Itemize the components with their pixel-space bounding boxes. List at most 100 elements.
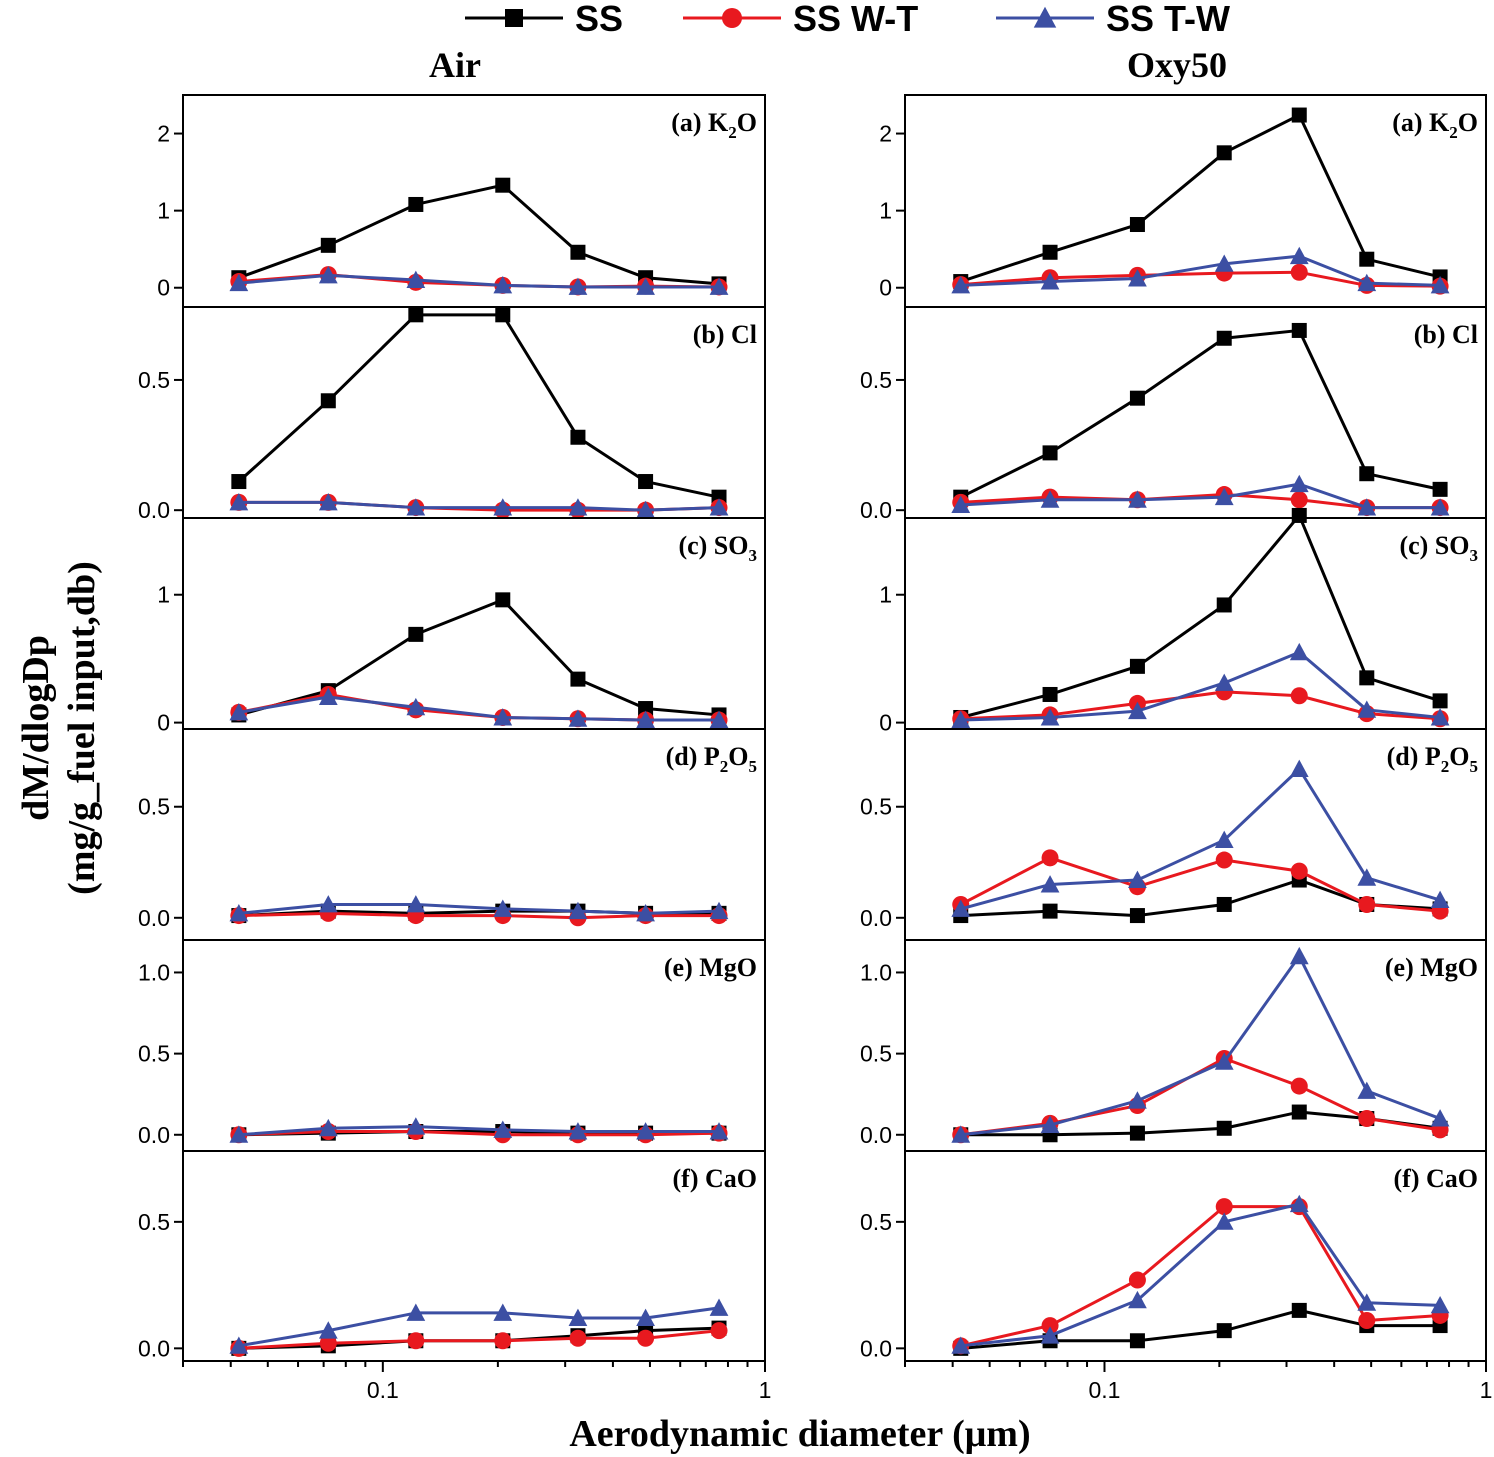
y-tick-label: 0.0 [138, 905, 170, 931]
data-point [1040, 490, 1060, 508]
panel-label: (c) SO3 [1399, 531, 1478, 565]
y-axis-title-line1: dM/dlogDp [15, 635, 57, 821]
y-tick-label: 1 [157, 198, 170, 224]
data-point [408, 196, 424, 212]
series-ss-t-w [229, 1298, 729, 1354]
data-point [709, 710, 729, 729]
panel-label-text: (d) P [666, 742, 720, 771]
panel-frame [904, 306, 1487, 519]
panel-label: (e) MgO [664, 953, 757, 982]
data-point [1129, 390, 1145, 406]
data-point [1291, 322, 1307, 338]
data-point [406, 697, 426, 716]
data-point [1357, 1293, 1377, 1311]
panel-air-6: 0.0 0.5 (f) CaO 0.1 1 [138, 1150, 771, 1403]
data-point [636, 710, 655, 729]
data-point [229, 273, 249, 292]
y-tick-label: 0.5 [138, 1209, 170, 1235]
data-point [1215, 851, 1233, 869]
panel-label-text: (f) CaO [1394, 1164, 1478, 1193]
data-point [493, 1303, 513, 1321]
series-ss-t-w [951, 759, 1450, 917]
data-point [709, 1298, 729, 1316]
series-ss [231, 307, 727, 505]
data-point [1430, 276, 1450, 294]
data-point [1359, 251, 1375, 267]
data-point [568, 1308, 588, 1326]
data-point [1291, 507, 1307, 523]
data-point [1214, 1212, 1234, 1230]
series-ss [953, 107, 1448, 290]
y-tick-label: 0 [879, 710, 892, 736]
panel-label-text: (c) SO [1399, 531, 1469, 560]
y-tick-label: 0.5 [860, 1041, 892, 1067]
data-point [710, 1322, 728, 1340]
panel-label-text: (c) SO [678, 531, 748, 560]
series-ss [953, 507, 1448, 725]
series-ss-t-w [951, 474, 1450, 516]
data-point [1291, 1302, 1307, 1318]
panel-label-text: (e) MgO [664, 953, 757, 982]
data-point [1290, 263, 1308, 281]
data-point [1430, 890, 1450, 908]
data-point [406, 1117, 426, 1135]
legend-label: SS W-T [793, 0, 918, 39]
data-point [1129, 1125, 1145, 1141]
series-line [237, 313, 720, 499]
data-point [1358, 1110, 1376, 1128]
legend-item-ss-w-t: SS W-T [683, 0, 918, 39]
data-point [318, 895, 338, 913]
data-point [1289, 1194, 1309, 1213]
data-point [570, 429, 586, 445]
panel-air-4: 0.0 0.5 (d) P2O5 [138, 728, 766, 941]
data-point [1128, 490, 1147, 508]
y-tick-label: 1 [879, 198, 892, 224]
data-point [1128, 870, 1147, 889]
y-tick-label: 0.0 [138, 1122, 170, 1148]
data-point [1040, 708, 1060, 726]
panel-label-subscript: 2 [1449, 123, 1458, 142]
data-point [318, 687, 338, 705]
data-point [406, 895, 426, 913]
data-point [318, 492, 338, 511]
series-ss-t-w [951, 642, 1450, 729]
y-tick-label: 2 [157, 121, 170, 147]
data-point [709, 498, 729, 516]
data-point [1214, 487, 1234, 506]
data-point [1040, 1115, 1060, 1133]
data-point [1357, 700, 1377, 718]
panel-label: (b) Cl [1414, 320, 1478, 349]
series-ss [231, 177, 727, 292]
legend-marker [1033, 6, 1057, 28]
data-point [709, 1122, 729, 1140]
data-point [1290, 687, 1308, 705]
data-point [1290, 491, 1308, 509]
series-line [960, 954, 1441, 1137]
data-point [951, 495, 971, 513]
y-axis-title-line2: (mg/g_fuel input,db) [61, 561, 103, 895]
panel-label: (f) CaO [673, 1164, 757, 1193]
data-point [1358, 1312, 1376, 1330]
panel-label: (c) SO3 [678, 531, 757, 565]
y-tick-label: 2 [879, 121, 892, 147]
series-line [960, 767, 1441, 911]
panel-label-text: (f) CaO [673, 1164, 757, 1193]
series-ss-t-w [229, 266, 729, 295]
panel-oxy50-4: 0.0 0.5 (d) P2O5 [860, 728, 1487, 941]
panel-frame [182, 306, 766, 519]
data-point [495, 177, 511, 193]
legend-item-ss: SS [465, 0, 623, 39]
data-point [1357, 273, 1377, 292]
panel-label-text: O [1458, 108, 1478, 137]
data-point [1289, 246, 1309, 265]
y-tick-label: 0.0 [138, 497, 170, 523]
panel-label-subscript: 3 [749, 546, 758, 565]
x-tick-label: 0.1 [367, 1377, 399, 1403]
data-point [493, 899, 513, 917]
data-point [1289, 642, 1309, 661]
data-point [1128, 1290, 1147, 1309]
data-point [1430, 1109, 1450, 1127]
data-point [1214, 254, 1234, 272]
series-ss [953, 322, 1448, 505]
